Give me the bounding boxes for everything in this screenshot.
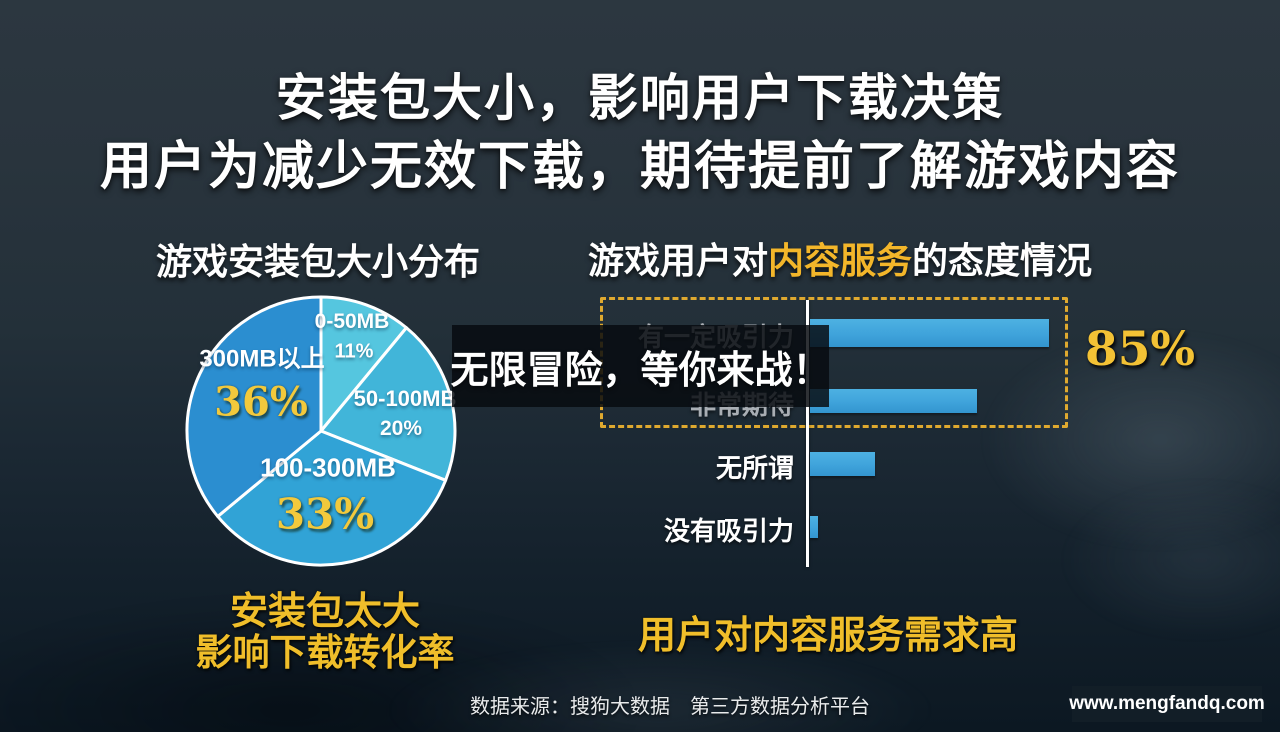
watermark-badge: www.mengfandq.com xyxy=(1069,686,1265,722)
bar-rect xyxy=(810,319,1049,347)
main-title-line1: 安装包大小，影响用户下载决策 xyxy=(276,70,1004,126)
pie-slice-percent: 36% xyxy=(214,378,308,426)
pie-slice-percent: 11% xyxy=(334,340,374,363)
pie-slice-percent: 20% xyxy=(379,417,423,440)
pie-slice-label: 100-300MB xyxy=(260,452,396,483)
pie-slice-percent: 33% xyxy=(275,489,375,539)
pie-slice xyxy=(185,295,323,518)
pie-slice xyxy=(216,429,448,567)
bar-chart-title: 游戏用户对内容服务的态度情况 xyxy=(588,232,1092,284)
main-title-line2: 用户为减少无效下载，期待提前了解游戏内容 xyxy=(99,138,1180,196)
annotation-85-percent: 85% xyxy=(1085,322,1196,377)
pie-caption-line2: 影响下载转化率 xyxy=(195,632,455,673)
pie-chart xyxy=(185,295,457,567)
pie-slice-label: 300MB以上 xyxy=(199,345,325,373)
bar-axis xyxy=(806,300,809,567)
bar-title-prefix: 游戏用户对 xyxy=(588,240,769,281)
overlay-banner: 无限冒险，等你来战！ xyxy=(450,325,831,407)
pie-chart-title: 游戏安装包大小分布 xyxy=(156,241,481,282)
bar-caption: 用户对内容服务需求高 xyxy=(637,615,1018,657)
bar-category-label: 没有吸引力 xyxy=(663,516,794,546)
pie-slice xyxy=(319,326,457,482)
background-cloud xyxy=(1060,480,1280,640)
bar-rect xyxy=(810,389,977,413)
pie-slice xyxy=(319,295,408,433)
bar-rect xyxy=(810,516,818,538)
pie-slice-label: 0-50MB xyxy=(314,310,390,333)
bar-title-suffix: 的态度情况 xyxy=(912,240,1093,281)
pie-slice-label: 50-100MB xyxy=(353,386,457,411)
bar-title-highlight: 内容服务 xyxy=(768,240,913,281)
bar-rect xyxy=(810,452,875,476)
pie-caption-line1: 安装包太大 xyxy=(229,591,420,633)
overlay-text: 无限冒险，等你来战！ xyxy=(450,349,831,392)
watermark-url: www.mengfandq.com xyxy=(1069,693,1265,714)
bar-category-label: 无所谓 xyxy=(715,453,794,483)
data-source-note: 数据来源：搜狗大数据 第三方数据分析平台 xyxy=(470,696,870,718)
